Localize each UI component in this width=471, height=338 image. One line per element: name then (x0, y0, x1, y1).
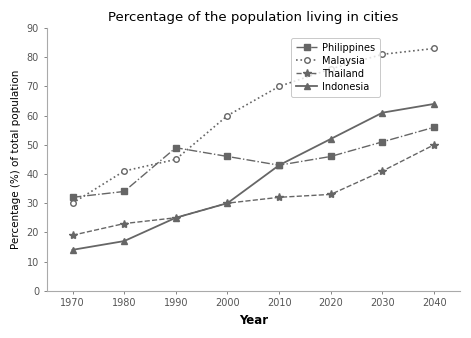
Y-axis label: Percentage (%) of total population: Percentage (%) of total population (11, 70, 21, 249)
X-axis label: Year: Year (239, 314, 268, 327)
Legend: Philippines, Malaysia, Thailand, Indonesia: Philippines, Malaysia, Thailand, Indones… (291, 38, 380, 97)
Title: Percentage of the population living in cities: Percentage of the population living in c… (108, 11, 398, 24)
